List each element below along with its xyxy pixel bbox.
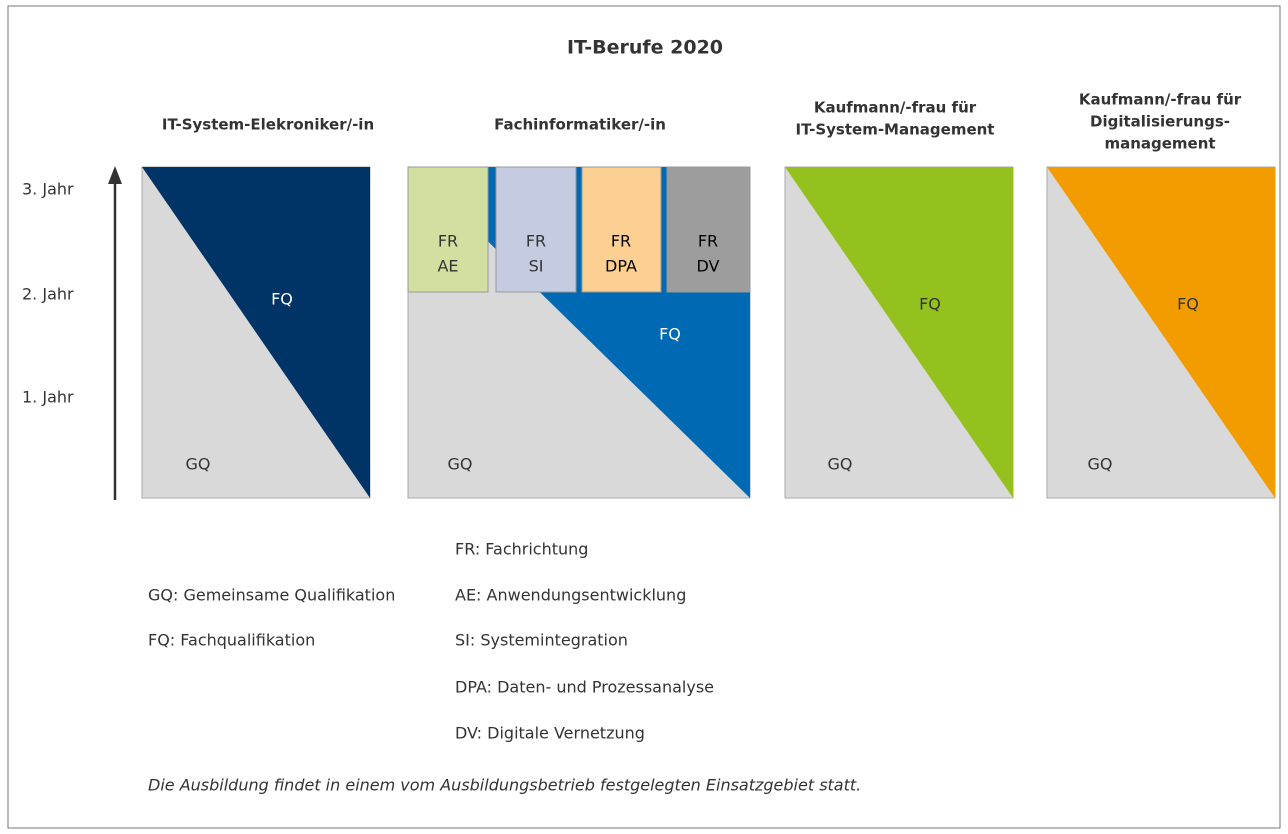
gq-label: GQ [186,455,211,474]
column-title: Digitalisierungs- [1090,113,1230,131]
legend-item: FQ: Fachqualifikation [148,631,315,650]
fq-area [785,167,1013,498]
fr-label: FR [698,232,718,251]
fq-area [1047,167,1275,498]
footnote: Die Ausbildung findet in einem vom Ausbi… [148,776,861,795]
column-title: IT-System-Management [796,121,995,139]
arrow-head [108,166,122,184]
column-title: Fachinformatiker/-in [494,116,666,134]
column-title: Kaufmann/-frau für [814,99,977,117]
title: IT-Berufe 2020 [567,37,723,59]
fq-area [142,167,370,498]
fr-label: FR [438,232,458,251]
fr-box [666,166,751,293]
fr-label: FR [526,232,546,251]
fq-label: FQ [659,325,681,344]
gq-label: GQ [448,455,473,474]
fq-label: FQ [271,290,293,309]
year-label: 2. Jahr [22,285,74,304]
fr-label: SI [529,257,544,276]
year-label: 3. Jahr [22,180,74,199]
gq-label: GQ [828,455,853,474]
legend-item: SI: Systemintegration [455,631,628,650]
column-title: management [1104,135,1215,153]
legend-item: GQ: Gemeinsame Qualifikation [148,586,395,605]
fq-label: FQ [1177,295,1199,314]
legend-item: DPA: Daten- und Prozessanalyse [455,678,714,697]
fr-box [495,166,577,293]
column-title: IT-System-Elekroniker/-in [162,116,374,134]
legend-item: DV: Digitale Vernetzung [455,724,645,743]
year-label: 1. Jahr [22,388,74,407]
fr-label: DPA [605,257,637,276]
fq-label: FQ [919,295,941,314]
fr-box [581,166,662,293]
legend-item: FR: Fachrichtung [455,540,588,559]
gq-label: GQ [1088,455,1113,474]
frame [7,5,1281,829]
legend-item: AE: Anwendungsentwicklung [455,586,686,605]
fr-label: AE [437,257,458,276]
fr-label: FR [611,232,631,251]
column-title: Kaufmann/-frau für [1079,91,1242,109]
fr-box [407,166,489,293]
fr-label: DV [697,257,720,276]
